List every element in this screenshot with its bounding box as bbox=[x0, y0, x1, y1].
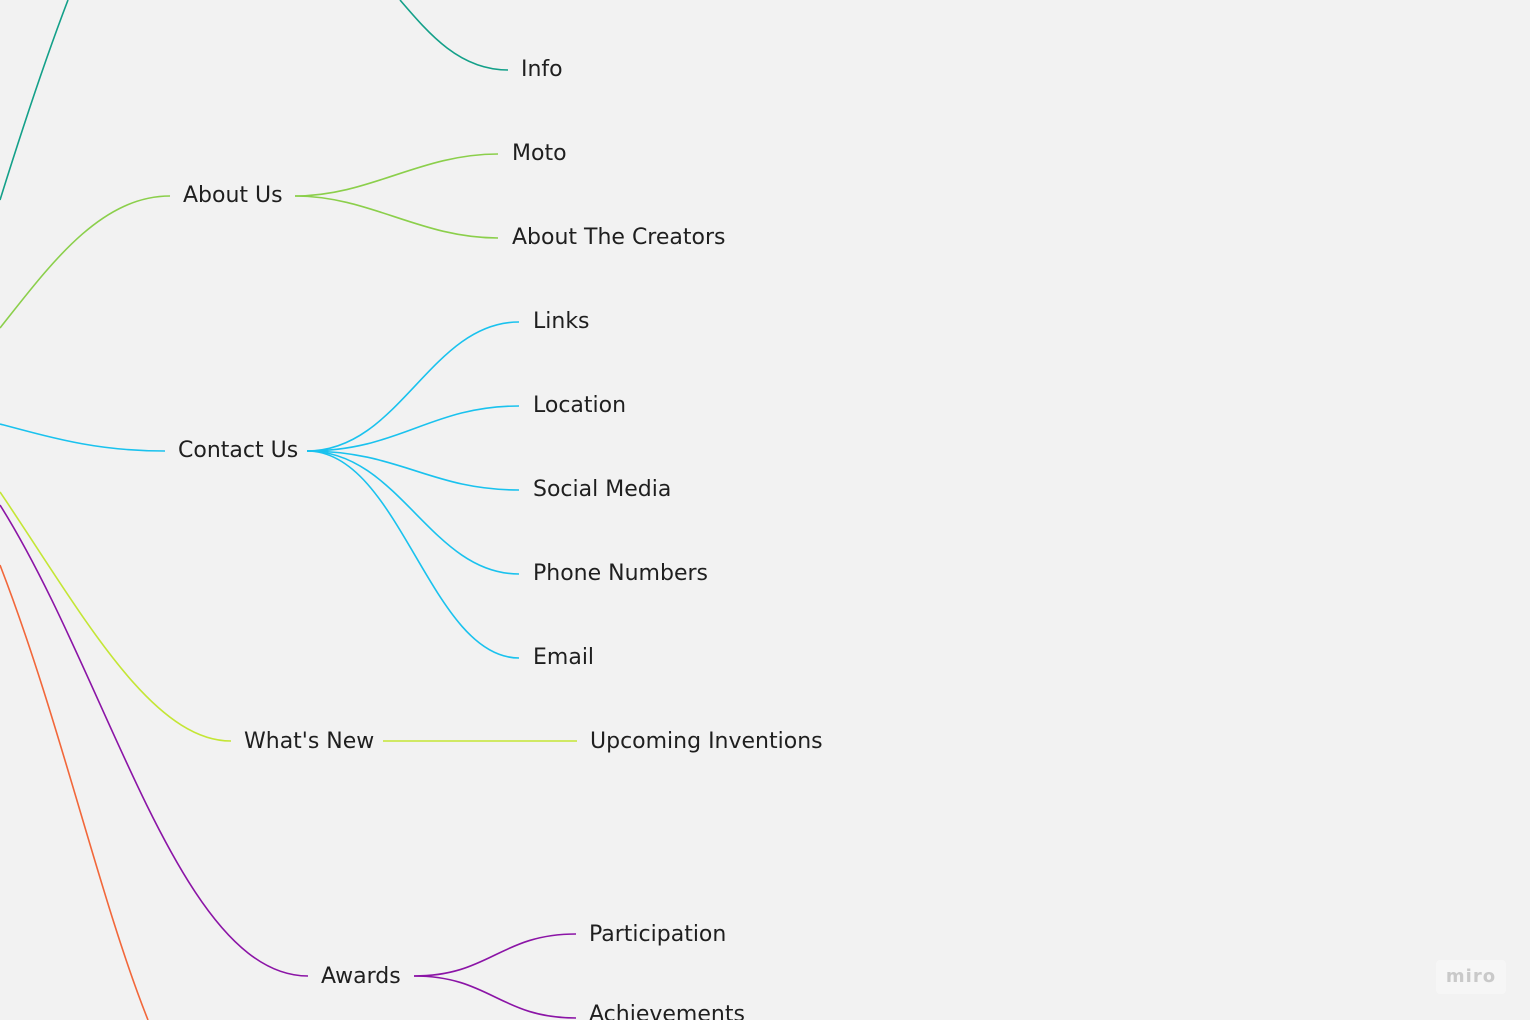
node-links[interactable]: Links bbox=[533, 309, 590, 334]
connector-root-whats-new bbox=[0, 491, 232, 742]
connector-about-us-moto bbox=[294, 153, 499, 197]
connector-root-awards bbox=[0, 504, 309, 977]
connector-contact-us-phone-numbers bbox=[306, 450, 520, 575]
connector-root-top bbox=[0, 0, 69, 201]
node-awards[interactable]: Awards bbox=[321, 964, 401, 989]
node-achievements[interactable]: Achievements bbox=[589, 1002, 745, 1020]
connector-root-contact-us bbox=[0, 423, 166, 452]
node-phone-numbers[interactable]: Phone Numbers bbox=[533, 561, 708, 586]
node-social-media[interactable]: Social Media bbox=[533, 477, 672, 502]
node-moto[interactable]: Moto bbox=[512, 141, 567, 166]
node-about-the-creators[interactable]: About The Creators bbox=[512, 225, 726, 250]
connector-contact-us-social-media bbox=[306, 450, 520, 491]
connector-top-info bbox=[399, 0, 509, 71]
node-location[interactable]: Location bbox=[533, 393, 627, 418]
node-upcoming-inventions[interactable]: Upcoming Inventions bbox=[590, 729, 823, 754]
connector-contact-us-links bbox=[306, 321, 520, 452]
node-info[interactable]: Info bbox=[521, 57, 563, 82]
connector-about-us-creators bbox=[294, 195, 499, 239]
connector-root-bottom bbox=[0, 564, 149, 1020]
connector-awards-participation bbox=[413, 933, 577, 977]
node-contact-us[interactable]: Contact Us bbox=[178, 438, 299, 463]
node-about-us[interactable]: About Us bbox=[183, 183, 283, 208]
node-email[interactable]: Email bbox=[533, 645, 595, 670]
miro-logo: miro bbox=[1436, 960, 1506, 994]
node-whats-new[interactable]: What's New bbox=[244, 729, 375, 754]
connector-contact-us-email bbox=[306, 450, 520, 659]
connector-root-about-us bbox=[0, 195, 171, 329]
connector-awards-achievements bbox=[413, 975, 577, 1019]
node-participation[interactable]: Participation bbox=[589, 922, 727, 947]
connector-contact-us-location bbox=[306, 405, 520, 452]
